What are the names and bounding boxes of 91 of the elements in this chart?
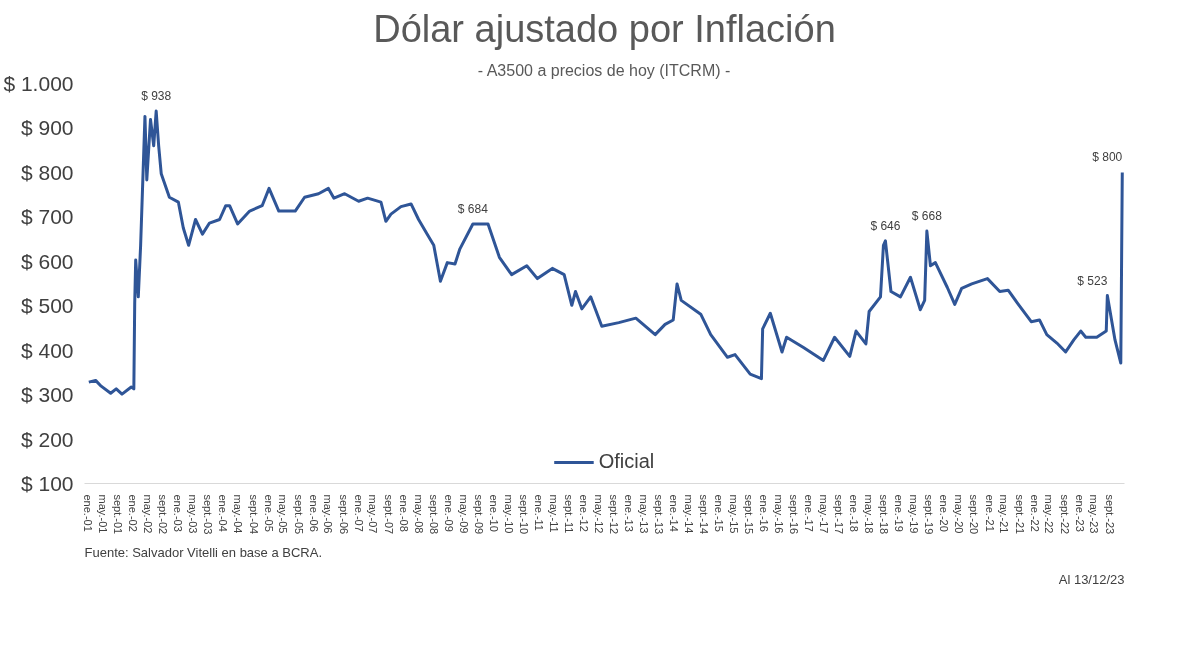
x-tick-label: may.-18 <box>863 494 876 534</box>
x-tick-label: ene.-08 <box>397 494 410 532</box>
x-tick-label: ene.-14 <box>668 494 681 532</box>
x-tick-label: ene.-05 <box>262 494 275 532</box>
x-tick-label: ene.-20 <box>938 494 951 532</box>
x-tick-label: sept.-05 <box>292 494 305 535</box>
x-tick-label: may.-06 <box>322 494 335 534</box>
x-tick-label: may.-11 <box>547 494 560 533</box>
x-tick-label: may.-14 <box>682 494 695 534</box>
x-tick-label: sept.-01 <box>112 494 125 535</box>
x-tick-label: sept.-10 <box>517 494 530 535</box>
y-tick-label: $ 700 <box>20 205 74 229</box>
x-tick-label: may.-07 <box>367 494 380 534</box>
y-tick-label: $ 800 <box>20 160 74 184</box>
x-tick-label: sept.-03 <box>202 494 215 535</box>
x-tick-label: sept.-04 <box>247 494 260 535</box>
x-tick-label: may.-12 <box>592 494 605 534</box>
text: Al 13/12/23 <box>1058 571 1125 587</box>
x-tick-label: may.-10 <box>502 494 515 534</box>
x-tick-label: sept.-12 <box>608 494 620 535</box>
x-tick-label: ene.-06 <box>307 494 320 532</box>
x-tick-label: may.-13 <box>637 494 650 534</box>
x-tick-label: may.-05 <box>277 494 290 534</box>
y-tick-label: $ 200 <box>20 427 74 451</box>
x-tick-label: sept.-21 <box>1013 494 1026 535</box>
y-tick-label: $ 100 <box>20 472 74 495</box>
x-tick-label: may.-03 <box>187 494 200 534</box>
annotation: $ 938 <box>141 89 172 104</box>
x-tick-label: sept.-18 <box>878 494 891 535</box>
annotation: $ 684 <box>457 201 489 216</box>
x-tick-label: sept.-08 <box>427 494 440 535</box>
x-tick-label: may.-20 <box>953 494 966 534</box>
x-tick-label: ene.-03 <box>172 494 185 532</box>
x-tick-label: sept.-14 <box>698 494 711 535</box>
x-tick-label: sept.-02 <box>157 494 170 535</box>
x-tick-label: ene.-23 <box>1073 494 1086 532</box>
x-tick-label: may.-16 <box>773 494 786 534</box>
x-tick-label: may.-19 <box>908 494 921 534</box>
y-tick-label: $ 600 <box>20 249 74 273</box>
x-tick-label: may.-08 <box>412 494 425 534</box>
x-tick-label: ene.-18 <box>848 494 861 532</box>
chart-title: Dólar ajustado por Inflación <box>373 7 836 50</box>
y-tick-label: $ 300 <box>20 383 74 407</box>
x-tick-label: sept.-11 <box>562 494 575 534</box>
x-tick-label: sept.-23 <box>1103 494 1116 535</box>
x-tick-label: sept.-07 <box>382 494 395 535</box>
y-tick-label: $ 1.000 <box>3 72 74 95</box>
legend-label: Oficial <box>598 450 655 473</box>
x-tick-label: may.-02 <box>142 494 155 534</box>
x-tick-label: ene.-21 <box>983 494 996 532</box>
x-tick-label: ene.-07 <box>352 494 365 532</box>
x-tick-label: sept.-20 <box>968 494 981 535</box>
y-tick-label: $ 900 <box>20 116 74 140</box>
y-tick-label: $ 400 <box>20 338 74 362</box>
x-tick-label: may.-15 <box>727 494 740 534</box>
annotation: $ 800 <box>1092 150 1123 165</box>
x-tick-label: ene.-09 <box>442 494 455 532</box>
x-tick-label: may.-23 <box>1088 494 1101 534</box>
x-tick-label: ene.-15 <box>713 494 726 532</box>
x-tick-label: ene.-04 <box>217 494 230 532</box>
x-tick-label: ene.-17 <box>803 494 816 532</box>
x-tick-label: may.-22 <box>1043 494 1056 534</box>
line-series <box>87 109 1124 396</box>
x-tick-label: ene.-16 <box>758 494 771 532</box>
x-tick-label: ene.-10 <box>487 494 500 532</box>
x-tick-label: sept.-17 <box>833 494 846 535</box>
x-tick-label: sept.-22 <box>1058 494 1071 535</box>
x-tick-label: sept.-06 <box>337 494 350 535</box>
annotation: $ 668 <box>911 209 943 224</box>
x-tick-label: may.-04 <box>232 494 245 534</box>
x-tick-label: may.-09 <box>457 494 470 534</box>
x-tick-label: may.-01 <box>97 494 110 534</box>
chart-subtitle: - A3500 a precios de hoy (ITCRM) - <box>477 61 731 79</box>
x-tick-label: ene.-12 <box>577 494 590 532</box>
x-tick-label: ene.-19 <box>893 494 906 532</box>
x-tick-label: ene.-11 <box>532 494 545 531</box>
annotation: $ 523 <box>1077 273 1108 288</box>
x-tick-label: ene.-01 <box>82 494 95 532</box>
x-tick-label: may.-17 <box>818 494 831 534</box>
annotation: $ 646 <box>870 218 901 233</box>
x-tick-label: sept.-15 <box>743 494 756 535</box>
x-tick-label: may.-21 <box>998 494 1011 534</box>
x-tick-label: ene.-22 <box>1028 494 1041 532</box>
x-tick-label: sept.-09 <box>472 494 485 535</box>
source-note: Fuente: Salvador Vitelli en base a BCRA. <box>84 544 323 560</box>
x-tick-label: ene.-13 <box>623 494 636 532</box>
x-tick-label: sept.-19 <box>923 494 936 535</box>
x-tick-label: sept.-16 <box>788 494 801 535</box>
x-tick-label: sept.-13 <box>653 494 666 535</box>
y-tick-label: $ 500 <box>20 294 74 318</box>
x-tick-label: ene.-02 <box>127 494 140 532</box>
